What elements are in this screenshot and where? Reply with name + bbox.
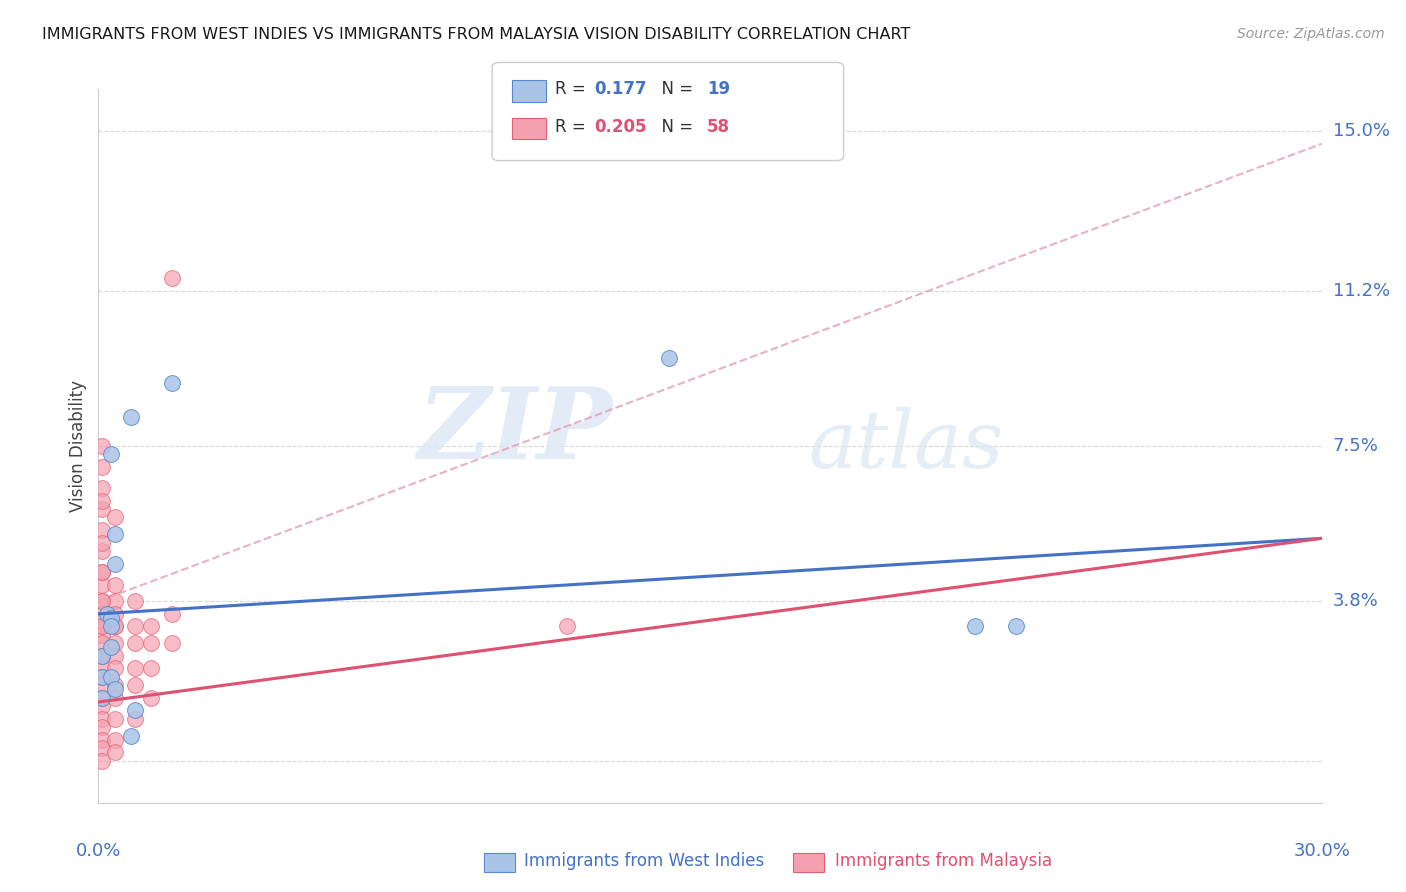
Point — [91, 594, 114, 608]
Point — [104, 732, 127, 747]
Point — [91, 636, 114, 650]
Point — [104, 557, 127, 571]
Text: Immigrants from Malaysia: Immigrants from Malaysia — [835, 852, 1052, 870]
Point — [104, 661, 127, 675]
Point — [91, 460, 114, 475]
Text: 0.0%: 0.0% — [76, 842, 121, 860]
Text: N =: N = — [651, 80, 699, 98]
Point — [91, 712, 114, 726]
Text: 3.8%: 3.8% — [1333, 592, 1378, 610]
Text: ZIP: ZIP — [418, 384, 612, 480]
Point — [91, 670, 114, 684]
Point — [160, 271, 183, 285]
Point — [96, 607, 118, 621]
Point — [120, 409, 142, 424]
Text: 7.5%: 7.5% — [1333, 437, 1379, 455]
Point — [91, 502, 114, 516]
Point — [658, 351, 681, 365]
Text: R =: R = — [555, 80, 596, 98]
Point — [91, 577, 114, 591]
Point — [124, 636, 146, 650]
Point — [91, 690, 114, 705]
Point — [91, 648, 114, 663]
Point — [104, 510, 127, 524]
Point — [91, 493, 114, 508]
Point — [91, 648, 114, 663]
Text: R =: R = — [555, 118, 596, 136]
Text: 30.0%: 30.0% — [1294, 842, 1350, 860]
Point — [91, 670, 114, 684]
Point — [104, 678, 127, 692]
Point — [91, 594, 114, 608]
Point — [91, 690, 114, 705]
Point — [104, 712, 127, 726]
Point — [100, 670, 122, 684]
Point — [91, 699, 114, 714]
Text: Immigrants from West Indies: Immigrants from West Indies — [524, 852, 765, 870]
Point — [160, 376, 183, 390]
Point — [91, 732, 114, 747]
Point — [91, 565, 114, 579]
Text: 11.2%: 11.2% — [1333, 282, 1391, 300]
Point — [91, 439, 114, 453]
Text: 0.205: 0.205 — [595, 118, 647, 136]
Point — [91, 741, 114, 756]
Point — [100, 640, 122, 655]
Point — [91, 619, 114, 633]
Point — [104, 746, 127, 760]
Point — [141, 661, 163, 675]
Point — [120, 729, 142, 743]
Text: 19: 19 — [707, 80, 730, 98]
Point — [100, 619, 122, 633]
Point — [104, 594, 127, 608]
Point — [91, 619, 114, 633]
Point — [160, 636, 183, 650]
Point — [141, 636, 163, 650]
Point — [91, 565, 114, 579]
Text: 58: 58 — [707, 118, 730, 136]
Point — [91, 535, 114, 549]
Point — [91, 628, 114, 642]
Point — [104, 607, 127, 621]
Point — [104, 648, 127, 663]
Point — [91, 678, 114, 692]
Point — [104, 619, 127, 633]
Point — [124, 594, 146, 608]
Text: N =: N = — [651, 118, 699, 136]
Point — [104, 690, 127, 705]
Point — [91, 544, 114, 558]
Point — [91, 720, 114, 734]
Point — [965, 619, 987, 633]
Y-axis label: Vision Disability: Vision Disability — [69, 380, 87, 512]
Text: 0.177: 0.177 — [595, 80, 647, 98]
Point — [100, 611, 122, 625]
Point — [104, 682, 127, 697]
Point — [160, 607, 183, 621]
Text: atlas: atlas — [808, 408, 1004, 484]
Point — [104, 527, 127, 541]
Point — [124, 678, 146, 692]
Text: 15.0%: 15.0% — [1333, 122, 1389, 140]
Point — [91, 754, 114, 768]
Point — [141, 690, 163, 705]
Point — [91, 481, 114, 495]
Point — [91, 607, 114, 621]
Point — [91, 661, 114, 675]
Point — [124, 619, 146, 633]
Point — [141, 619, 163, 633]
Point — [100, 447, 122, 461]
Point — [1004, 619, 1026, 633]
Point — [104, 619, 127, 633]
Point — [124, 661, 146, 675]
Point — [555, 619, 579, 633]
Text: IMMIGRANTS FROM WEST INDIES VS IMMIGRANTS FROM MALAYSIA VISION DISABILITY CORREL: IMMIGRANTS FROM WEST INDIES VS IMMIGRANT… — [42, 27, 911, 42]
Text: Source: ZipAtlas.com: Source: ZipAtlas.com — [1237, 27, 1385, 41]
Point — [124, 712, 146, 726]
Point — [104, 577, 127, 591]
Point — [91, 523, 114, 537]
Point — [91, 648, 114, 663]
Point — [124, 703, 146, 717]
Point — [104, 636, 127, 650]
